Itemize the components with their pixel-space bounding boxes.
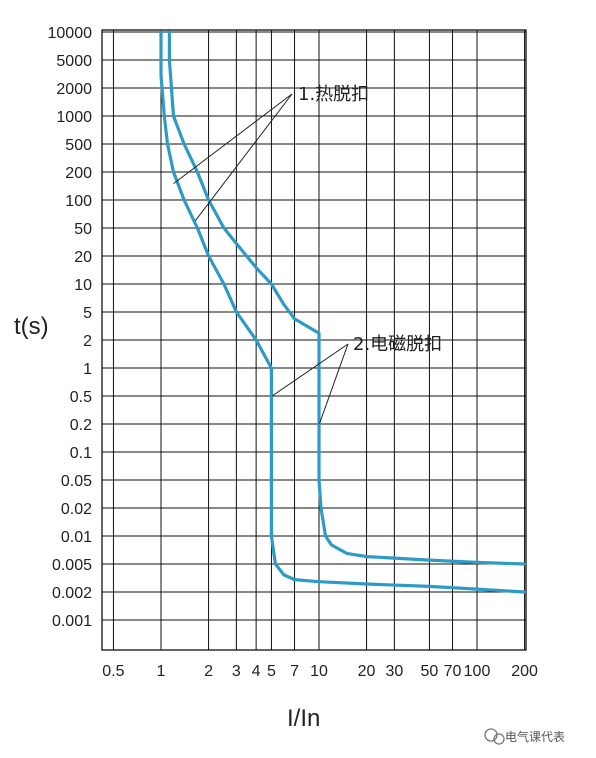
wechat-icon: [484, 728, 505, 745]
y-tick-label: 10000: [48, 25, 93, 42]
y-tick-labels: 10000 5000 2000 1000 500 200 100 50 20 10 5 2 1 0.5 0.…: [48, 25, 93, 630]
y-tick-label: 0.01: [61, 529, 92, 546]
series-line-1: [159, 30, 527, 594]
annotation-magnetic: 2.电磁脱扣: [353, 334, 442, 355]
y-tick-label: 1000: [56, 109, 92, 126]
y-tick-label: 0.02: [61, 501, 92, 518]
y-tick-label: 1: [83, 361, 92, 378]
y-tick-label: 0.001: [52, 613, 92, 630]
x-tick-label: 10: [310, 663, 328, 680]
x-tick-label: 50: [421, 663, 439, 680]
x-tick-label: 20: [358, 663, 376, 680]
annotation-leader: [194, 93, 293, 221]
y-tick-label: 2: [83, 333, 92, 350]
x-tick-label: 2: [204, 663, 213, 680]
y-tick-label: 500: [65, 137, 92, 154]
y-tick-label: 200: [65, 165, 92, 182]
chart-grid: [101, 29, 527, 651]
x-tick-label: 70: [444, 663, 462, 680]
watermark-text: 电气课代表: [505, 729, 565, 744]
y-tick-label: 0.05: [61, 473, 92, 490]
y-tick-label: 0.005: [52, 557, 92, 574]
annotation-group: 1.热脱扣 2.电磁脱扣: [173, 84, 442, 425]
x-tick-label: 30: [385, 663, 403, 680]
series-group: [159, 30, 527, 594]
y-axis-title: t(s): [14, 313, 49, 340]
x-tick-label: 4: [252, 663, 261, 680]
series-line-2: [167, 30, 527, 566]
y-tick-label: 0.5: [70, 389, 92, 406]
y-tick-label: 10: [74, 277, 92, 294]
y-tick-label: 0.1: [70, 445, 92, 462]
annotation-leader: [318, 343, 349, 425]
x-tick-label: 100: [464, 663, 491, 680]
annotation-leader: [271, 343, 349, 397]
y-tick-label: 0.2: [70, 417, 92, 434]
watermark: 电气课代表: [484, 728, 565, 745]
x-tick-label: 200: [511, 663, 538, 680]
y-tick-label: 0.002: [52, 585, 92, 602]
y-tick-label: 5: [83, 305, 92, 322]
x-tick-label: 0.5: [102, 663, 124, 680]
x-axis-title: I/In: [287, 705, 320, 732]
y-tick-label: 20: [74, 249, 92, 266]
x-tick-label: 1: [157, 663, 166, 680]
y-tick-label: 50: [74, 221, 92, 238]
y-tick-label: 2000: [56, 81, 92, 98]
annotation-leader: [173, 93, 293, 185]
y-tick-label: 5000: [56, 53, 92, 70]
x-tick-label: 7: [290, 663, 299, 680]
x-tick-label: 3: [232, 663, 241, 680]
x-tick-labels: 0.5 1 2 3 4 5 7 10 20 30 50 70 100 200: [102, 663, 538, 680]
y-tick-label: 100: [65, 193, 92, 210]
annotation-thermal: 1.热脱扣: [298, 84, 369, 105]
x-tick-label: 5: [267, 663, 276, 680]
